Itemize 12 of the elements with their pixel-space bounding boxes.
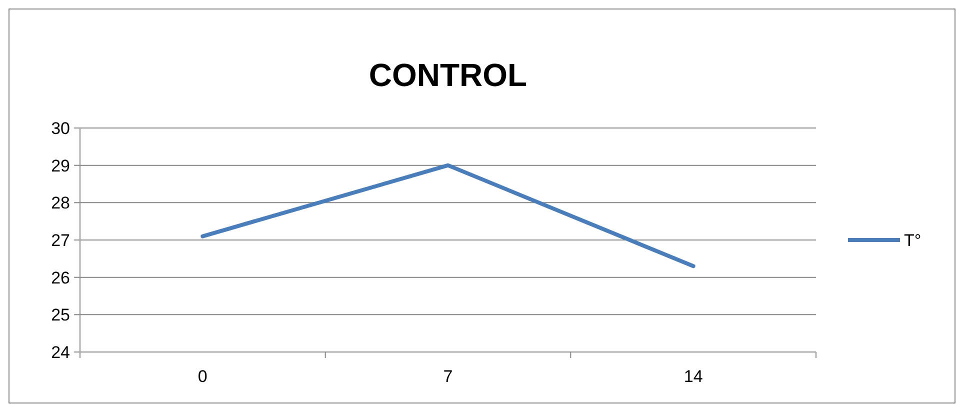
x-tick-label: 14: [684, 367, 703, 386]
x-tick-label: 7: [443, 367, 453, 386]
y-tick-label: 29: [51, 156, 70, 176]
y-tick-label: 26: [51, 268, 70, 288]
x-tick-label: 0: [198, 367, 208, 386]
y-tick-label: 27: [51, 230, 70, 250]
y-tick-label: 25: [51, 306, 70, 325]
legend-label: T°: [904, 230, 922, 250]
chart-title: CONTROL: [368, 57, 528, 93]
y-tick-label: 24: [51, 342, 70, 362]
y-tick-label: 30: [51, 118, 70, 138]
y-tick-label: 28: [51, 194, 70, 213]
